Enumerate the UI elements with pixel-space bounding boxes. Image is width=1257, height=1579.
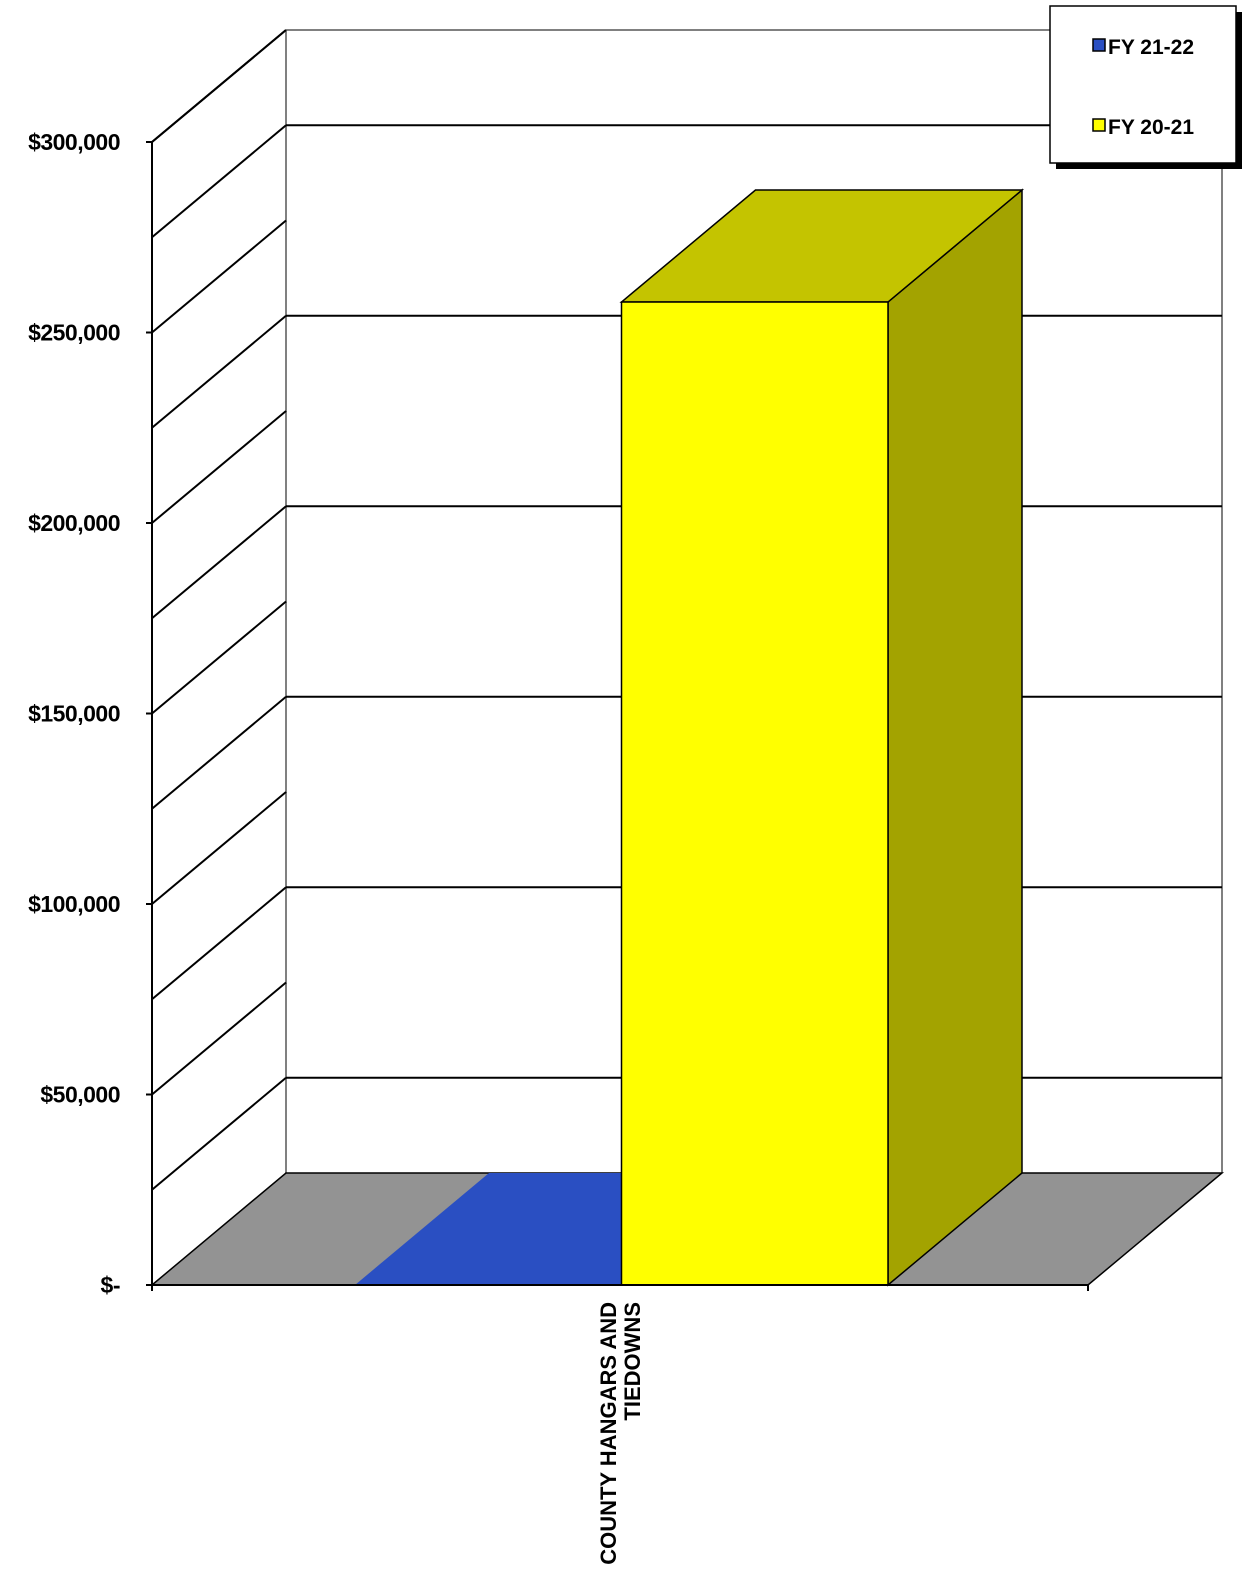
legend-swatch — [1092, 38, 1106, 52]
y-tick-label: $300,000 — [28, 129, 120, 155]
x-category-label-line: COUNTY HANGARS AND — [596, 1302, 621, 1565]
chart-bars — [355, 188, 1025, 1287]
x-axis-labels: COUNTY HANGARS AND TIEDOWNS — [596, 1302, 645, 1565]
gridline-side — [151, 505, 287, 620]
gridline-side — [151, 219, 287, 334]
y-tick-label: $150,000 — [28, 701, 120, 727]
gridline-side — [151, 695, 287, 810]
y-axis-ticks: $- $50,000 $100,000 $150,000 $200,000 $250,00… — [28, 129, 152, 1298]
gridline-side — [151, 314, 287, 429]
y-tick-label: $50,000 — [40, 1082, 120, 1108]
y-tick-label: $200,000 — [28, 510, 120, 536]
legend-label: FY 21-22 — [1108, 36, 1194, 59]
legend: FY 21-22 FY 20-21 — [1049, 5, 1242, 169]
gridline-side — [151, 124, 287, 239]
legend-box — [1049, 5, 1237, 164]
legend-swatch — [1092, 118, 1106, 132]
gridline-side — [151, 791, 287, 905]
bar-side-face — [887, 188, 1023, 1287]
gridline-side — [151, 600, 287, 715]
y-tick-label: $250,000 — [28, 320, 120, 346]
gridline-side — [151, 1076, 287, 1191]
bar-front-face — [620, 301, 889, 1286]
y-tick-label: $100,000 — [28, 891, 120, 917]
gridline-side — [151, 410, 287, 524]
gridline-side — [151, 981, 287, 1096]
bar-fy-20-21 — [619, 188, 1025, 1287]
y-tick-label: $- — [101, 1272, 120, 1298]
side-wall-top-edge — [151, 29, 287, 143]
gridline-side — [151, 886, 287, 1001]
legend-label: FY 20-21 — [1108, 116, 1194, 139]
x-category-label-line: TIEDOWNS — [620, 1302, 645, 1421]
